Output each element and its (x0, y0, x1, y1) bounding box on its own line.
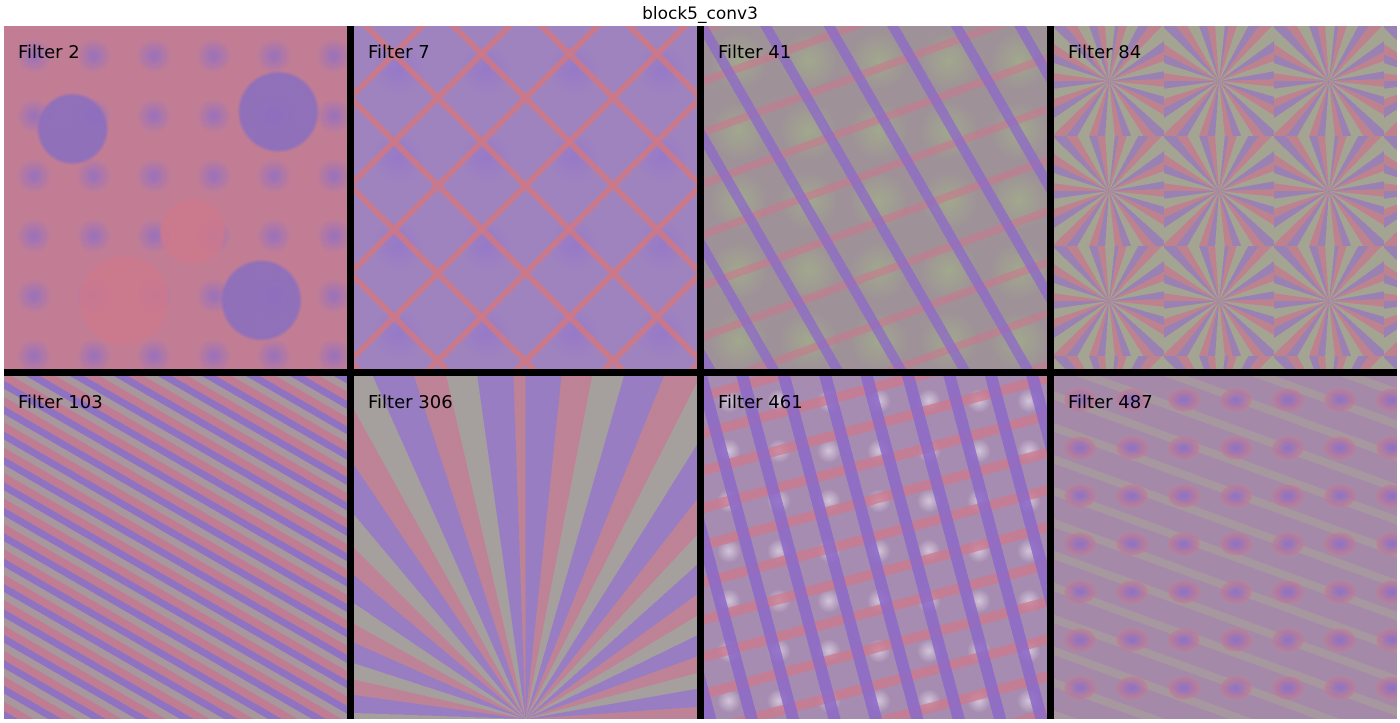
filter-label: Filter 487 (1068, 392, 1153, 413)
filter-grid: Filter 2 Filter 7 Filter 41 Filter 84 Fi… (4, 26, 1397, 719)
filter-label: Filter 103 (18, 392, 103, 413)
filter-tile: Filter 7 (354, 26, 697, 369)
filter-tile: Filter 461 (704, 376, 1047, 719)
filter-tile: Filter 41 (704, 26, 1047, 369)
filter-tile: Filter 306 (354, 376, 697, 719)
filter-label: Filter 7 (368, 42, 430, 63)
filter-label: Filter 84 (1068, 42, 1142, 63)
filter-label: Filter 2 (18, 42, 80, 63)
filter-tile: Filter 2 (4, 26, 347, 369)
filter-label: Filter 306 (368, 392, 453, 413)
filter-tile: Filter 103 (4, 376, 347, 719)
filter-tile: Filter 84 (1054, 26, 1397, 369)
figure-title: block5_conv3 (642, 4, 758, 24)
filter-label: Filter 41 (718, 42, 792, 63)
filter-label: Filter 461 (718, 392, 803, 413)
filter-tile: Filter 487 (1054, 376, 1397, 719)
